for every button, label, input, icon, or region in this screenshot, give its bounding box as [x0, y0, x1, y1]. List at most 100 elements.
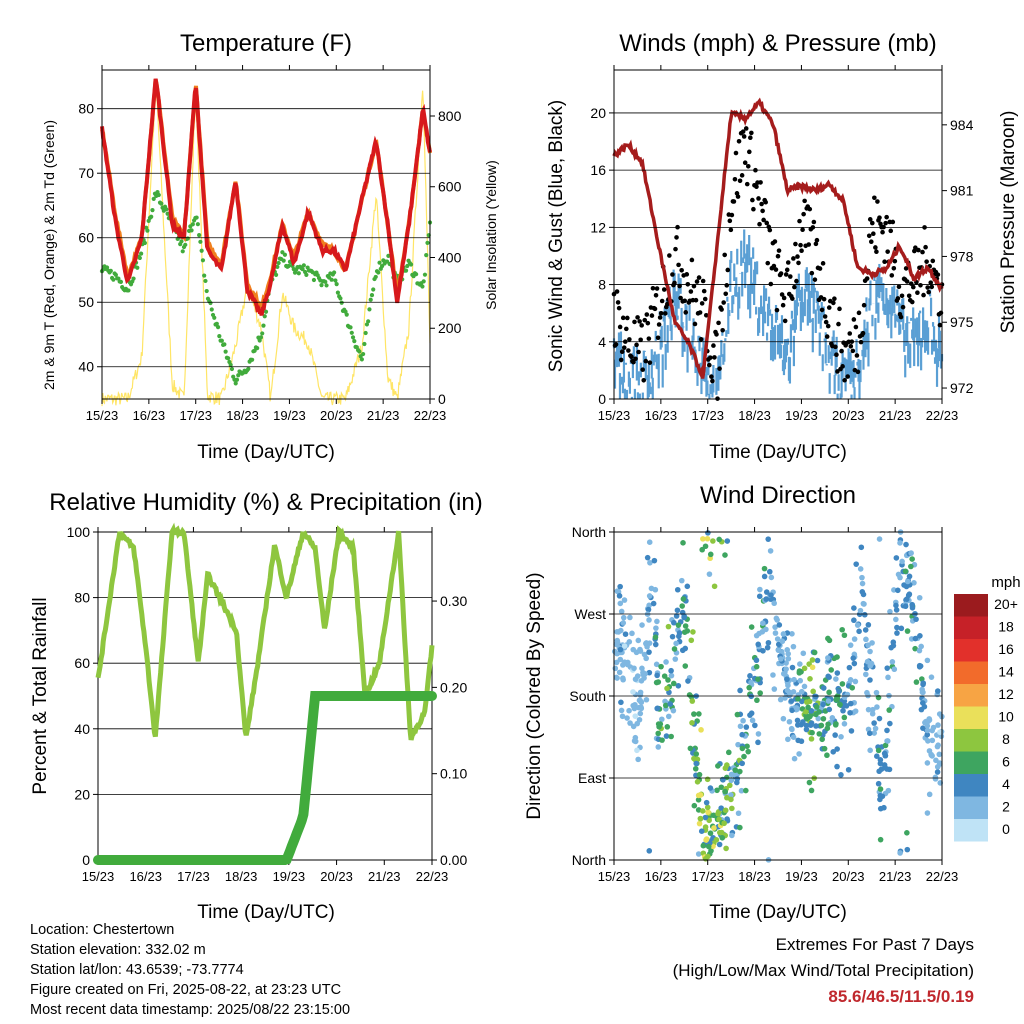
- wind-direction-point: [789, 664, 796, 671]
- wind-direction-point: [645, 606, 652, 613]
- wind-direction-point: [679, 603, 685, 609]
- wind-direction-point: [841, 694, 848, 701]
- wind-direction-point: [867, 747, 873, 754]
- wind-gust-point: [800, 227, 805, 233]
- wind-direction-point: [674, 607, 681, 614]
- wind-direction-point: [884, 727, 890, 734]
- wind-direction-point: [841, 632, 848, 639]
- wind-direction-point: [833, 676, 839, 682]
- wind-direction-point: [920, 689, 926, 696]
- speed-legend-swatch: [954, 774, 988, 797]
- dir-x-tick-label: 21/23: [879, 869, 912, 884]
- wind-direction-point: [935, 722, 941, 728]
- wind-direction-point: [767, 548, 774, 554]
- dewpoint-point: [367, 307, 372, 312]
- wind-direction-point: [710, 538, 716, 544]
- wind-direction-point: [916, 647, 923, 654]
- wind-direction-point: [620, 620, 627, 626]
- dewpoint-point: [261, 323, 266, 328]
- wind-gust-point: [782, 318, 788, 324]
- wind-gust-point: [760, 208, 765, 214]
- wind-direction-point: [723, 845, 729, 852]
- wind-direction-point: [819, 736, 825, 743]
- wind-gust-point: [743, 126, 749, 131]
- wind-direction-point: [744, 743, 750, 750]
- wind-gust-point: [877, 215, 882, 220]
- dewpoint-point: [263, 309, 269, 314]
- wind-direction-point: [925, 738, 931, 744]
- dewpoint-point: [234, 377, 240, 382]
- wind-direction-point: [916, 594, 923, 601]
- wind-direction-point: [765, 536, 772, 542]
- wind-direction-point: [755, 731, 762, 737]
- wind-direction-point: [790, 643, 797, 650]
- wind-gust-point: [822, 314, 828, 319]
- wind-direction-point: [711, 825, 717, 831]
- wind-gust-point: [683, 310, 689, 315]
- wind-direction-point: [627, 720, 633, 726]
- wind-direction-point: [803, 726, 810, 733]
- wind-gust-point: [727, 218, 733, 224]
- wind-direction-point: [796, 751, 802, 757]
- dewpoint-point: [137, 255, 142, 261]
- wind-direction-point: [718, 805, 724, 811]
- wind-direction-point: [728, 792, 734, 798]
- wind-gust-point: [642, 317, 648, 323]
- wind-x-tick-label: 18/23: [738, 408, 771, 423]
- wind-title: Winds (mph) & Pressure (mb): [619, 30, 936, 57]
- rh-right-tick-label: 0.00: [440, 852, 467, 868]
- speed-legend-swatch: [954, 639, 988, 662]
- wind-direction-point: [614, 639, 621, 646]
- wind-direction-point: [908, 563, 914, 570]
- wind-gust-point: [778, 271, 784, 276]
- wind-direction-point: [903, 583, 910, 590]
- wind-gust-point: [853, 324, 859, 330]
- wind-direction-point: [912, 635, 919, 642]
- wind-direction-point: [756, 593, 763, 600]
- wind-direction-point: [815, 715, 822, 722]
- wind-direction-point: [864, 658, 871, 665]
- wind-direction-point: [909, 601, 916, 608]
- wind-direction-point: [648, 585, 655, 592]
- wind-gust-point: [871, 231, 876, 237]
- wind-direction-point: [678, 577, 685, 584]
- humidity-xlabel: Time (Day/UTC): [197, 902, 335, 923]
- wind-gust-point: [694, 279, 700, 284]
- wind-direction-point: [755, 739, 761, 746]
- wind-gust-point: [639, 323, 644, 328]
- wind-direction-point: [801, 683, 808, 690]
- wind-direction-point: [854, 622, 861, 628]
- dir-left-tick-label: East: [578, 770, 606, 786]
- wind-direction-point: [875, 747, 882, 754]
- wind-x-tick-label: 22/23: [926, 408, 959, 423]
- wind-direction-point: [826, 689, 832, 696]
- dewpoint-point: [335, 290, 341, 295]
- dewpoint-point: [363, 330, 368, 336]
- wind-direction-point: [861, 601, 867, 607]
- wind-direction-point: [926, 748, 933, 754]
- wind-direction-point: [846, 664, 853, 671]
- wind-gust-point: [798, 242, 803, 248]
- wind-gust-point: [733, 150, 739, 156]
- rh-left-tick-label: 20: [74, 786, 90, 802]
- wind-gust-point: [928, 280, 934, 285]
- wind-gust-point: [643, 358, 649, 364]
- dewpoint-point: [357, 349, 362, 354]
- wind-gust-point: [842, 377, 847, 383]
- wind-gust-point: [699, 301, 705, 306]
- temperature-ylabel-left: 2m & 9m T (Red, Orange) & 2m Td (Green): [41, 120, 57, 390]
- wind-direction-point: [785, 736, 791, 743]
- wind-gust-point: [889, 273, 895, 278]
- dewpoint-point: [190, 222, 195, 227]
- wind-direction-point: [745, 748, 752, 755]
- wind-direction-point: [909, 556, 915, 562]
- wind-direction-point: [734, 711, 741, 718]
- rh-x-tick-label: 17/23: [177, 869, 210, 884]
- wind-gust-point: [696, 275, 702, 280]
- direction-ylabel-left: Direction (Colored By Speed): [524, 572, 545, 819]
- wind-direction-point: [743, 724, 750, 730]
- dewpoint-point: [104, 265, 110, 270]
- wind-gust-point: [794, 278, 799, 284]
- wind-gust-point: [854, 353, 860, 358]
